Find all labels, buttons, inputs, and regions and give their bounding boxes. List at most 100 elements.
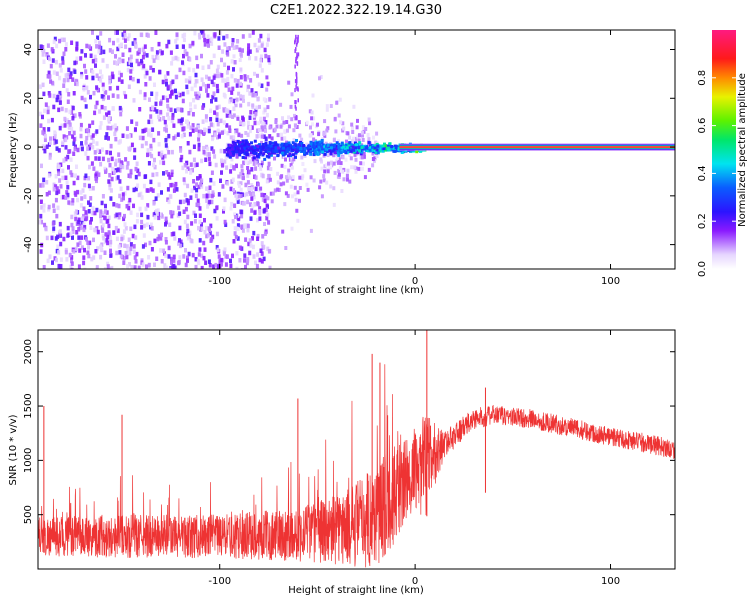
- spectrogram-cell: [210, 36, 214, 42]
- spectrogram-cell: [82, 227, 86, 233]
- spectrogram-cell: [108, 185, 112, 191]
- spectrogram-cell: [169, 266, 173, 269]
- spectrogram-cell: [230, 201, 234, 207]
- spectrogram-cell: [229, 146, 233, 150]
- spectrogram-cell: [360, 166, 364, 171]
- spectrogram-cell: [204, 225, 208, 231]
- spectrogram-cell: [296, 37, 299, 42]
- spectrogram-cell: [244, 139, 248, 143]
- spectrogram-cell: [183, 219, 187, 225]
- spectrogram-cell: [89, 53, 93, 58]
- spectrogram-cell: [253, 120, 257, 126]
- spectrogram-cell: [260, 192, 264, 198]
- spectrogram-cell: [155, 91, 159, 97]
- spectrogram-cell: [294, 155, 297, 159]
- spectrogram-cell: [94, 104, 98, 110]
- spectrogram-cell: [250, 196, 254, 201]
- spectrogram-cell: [295, 147, 299, 151]
- spectrogram-cell: [163, 251, 166, 256]
- spectrogram-cell: [192, 67, 196, 73]
- spectrogram-cell: [85, 75, 89, 80]
- spectrogram-cell: [255, 263, 259, 269]
- spectrogram-cell: [141, 244, 145, 249]
- spectrogram-cell: [43, 148, 47, 154]
- spectrogram-cell: [237, 132, 241, 138]
- spectrogram-cell: [257, 163, 261, 167]
- spectrogram-cell: [201, 65, 205, 70]
- spectrogram-cell: [157, 41, 161, 47]
- spectrogram-cell: [239, 81, 242, 86]
- spectrogram-cell: [147, 132, 150, 137]
- spectrogram-cell: [233, 190, 237, 195]
- spectrogram-cell: [64, 175, 68, 180]
- spectrogram-cell: [301, 149, 305, 152]
- spectrogram-cell: [75, 164, 78, 169]
- spectrogram-cell: [61, 60, 65, 65]
- spectrogram-cell: [168, 94, 172, 99]
- spectrogram-cell: [314, 142, 318, 146]
- spectrogram-cell: [60, 106, 64, 112]
- spectrogram-cell: [297, 34, 299, 39]
- spectrogram-cell: [100, 104, 104, 110]
- spectrogram-cell: [241, 156, 245, 159]
- spectrogram-cell: [144, 82, 148, 87]
- spectrogram-cell: [295, 100, 297, 105]
- spectrogram-cell: [69, 264, 73, 269]
- spectrogram-cell: [46, 258, 50, 264]
- spectrogram-cell: [299, 147, 303, 151]
- spectrogram-cell: [185, 51, 189, 57]
- spectrogram-cell: [62, 236, 66, 242]
- spectrogram-cell: [71, 198, 75, 203]
- spectrogram-cell: [293, 142, 297, 146]
- spectrogram-cell: [216, 135, 219, 140]
- spectrogram-cell: [279, 182, 283, 187]
- spectrogram-cell: [62, 83, 66, 88]
- spectrogram-cell: [141, 262, 145, 267]
- spectrogram-cell: [298, 186, 302, 190]
- spectrogram-cell: [208, 161, 212, 167]
- spectrogram-cell: [81, 188, 85, 193]
- spectrogram-cell: [170, 213, 174, 219]
- spectrogram-cell: [94, 39, 98, 44]
- spectrogram-cell: [181, 165, 185, 171]
- spectrogram-cell: [84, 173, 88, 178]
- spectrogram-cell: [296, 54, 299, 59]
- spectrogram-cell: [67, 124, 71, 130]
- spectrogram-cell: [273, 156, 276, 161]
- spectrogram-cell: [312, 137, 316, 142]
- spectrogram-cell: [198, 247, 202, 252]
- spectrogram-cell: [235, 83, 239, 88]
- spectrogram-cell: [56, 234, 60, 240]
- spectrogram-cell: [101, 156, 105, 162]
- spectrogram-cell: [115, 212, 119, 218]
- spectrogram-cell: [238, 258, 242, 263]
- spectrogram-cell: [92, 237, 95, 243]
- spectrogram-cell: [293, 113, 296, 118]
- spectrogram-cell: [199, 129, 203, 134]
- spectrogram-cell: [62, 158, 66, 163]
- spectrogram-cell: [203, 230, 207, 235]
- spectrogram-cell: [39, 183, 43, 188]
- spectrogram-cell: [68, 122, 72, 127]
- spectrogram-cell: [197, 203, 201, 208]
- spectrogram-cell: [47, 127, 51, 132]
- spectrogram-cell: [128, 47, 132, 53]
- spectrogram-cell: [61, 168, 65, 174]
- spectrogram-cell: [101, 82, 105, 88]
- spectrogram-cell: [231, 115, 235, 119]
- spectrogram-cell: [98, 40, 101, 46]
- spectrogram-cell: [240, 209, 244, 215]
- spectrogram-cell: [70, 110, 74, 115]
- spectrogram-cell: [141, 47, 145, 53]
- spectrogram-cell: [134, 259, 138, 264]
- spectrogram-cell: [339, 120, 343, 125]
- spectrogram-cell: [83, 97, 87, 103]
- spectrogram-cell: [311, 93, 315, 98]
- spectrogram-cell: [208, 185, 212, 190]
- spectrogram-cell: [130, 66, 134, 71]
- spectrogram-cell: [352, 104, 356, 109]
- spectrogram-cell: [130, 62, 133, 68]
- spectrogram-cell: [86, 146, 90, 151]
- spectrogram-cell: [108, 80, 112, 85]
- spectrogram-cell: [55, 257, 58, 263]
